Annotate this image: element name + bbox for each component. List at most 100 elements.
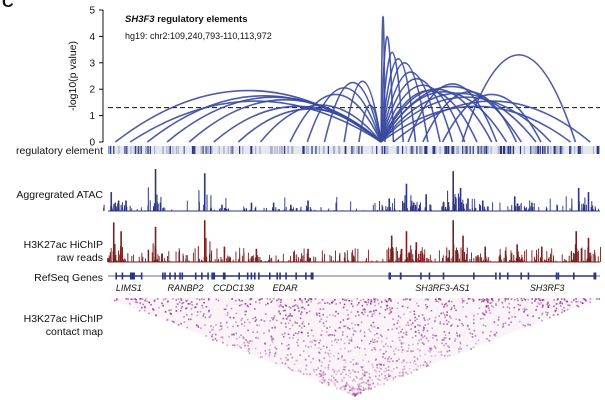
contact-map-cell — [366, 303, 369, 306]
contact-map-cell — [232, 333, 235, 335]
contact-map-cell — [485, 306, 488, 308]
contact-map-cell — [375, 358, 377, 360]
contact-map-cell — [367, 383, 369, 386]
contact-map-cell — [468, 328, 471, 331]
contact-map-cell — [440, 312, 442, 315]
atac-signal — [155, 210, 157, 211]
contact-map-cell — [294, 304, 297, 306]
contact-map-cell — [253, 308, 256, 310]
contact-map-cell — [186, 314, 188, 316]
contact-map-cell — [502, 323, 505, 325]
hichip-signal — [154, 245, 156, 262]
contact-map-cell — [505, 298, 507, 300]
contact-map-cell — [414, 325, 417, 328]
contact-map-cell — [301, 299, 303, 302]
contact-map-cell — [541, 313, 543, 316]
contact-map-cell — [320, 370, 322, 372]
contact-map-cell — [374, 338, 376, 341]
contact-map-cell — [368, 328, 370, 331]
regulatory-element-mark — [327, 146, 329, 154]
contact-map-cell — [283, 333, 286, 335]
contact-map-cell — [342, 298, 344, 301]
atac-signal — [569, 208, 571, 211]
contact-map-cell — [366, 314, 369, 317]
contact-map-cell — [284, 331, 286, 334]
contact-map-cell — [377, 337, 380, 339]
gene-exon — [224, 272, 226, 280]
atac-signal — [465, 203, 467, 211]
hichip-peak — [516, 244, 518, 262]
contact-map-cell — [365, 301, 368, 304]
contact-map-cell — [282, 336, 285, 338]
hichip-signal — [161, 253, 163, 262]
contact-map-cell — [409, 299, 411, 301]
contact-map-cell — [370, 324, 372, 327]
contact-map-cell — [353, 329, 355, 332]
contact-map-cell — [293, 305, 296, 307]
hichip-signal — [289, 260, 291, 262]
hichip-signal — [313, 256, 315, 262]
contact-map-cell — [357, 371, 360, 373]
contact-map-cell — [472, 299, 475, 301]
contact-map-cell — [487, 307, 490, 309]
contact-map-cell — [320, 334, 323, 336]
contact-map-cell — [307, 323, 310, 325]
hichip-signal — [581, 247, 583, 262]
contact-map-cell — [197, 325, 199, 327]
hichip-signal — [131, 255, 133, 262]
contact-map-cell — [561, 302, 564, 305]
contact-map-cell — [397, 319, 400, 322]
contact-map-cell — [365, 388, 367, 390]
contact-map-cell — [180, 298, 182, 300]
contact-map-cell — [236, 324, 239, 327]
contact-map-cell — [448, 315, 451, 318]
contact-map-cell — [546, 311, 549, 314]
contact-map-cell — [318, 352, 321, 354]
contact-map-cell — [314, 344, 316, 347]
atac-signal — [147, 187, 149, 211]
contact-map-cell — [284, 362, 287, 365]
atac-signal — [394, 198, 396, 211]
contact-map-cell — [430, 355, 433, 357]
contact-map-cell — [559, 301, 562, 303]
atac-signal — [413, 210, 415, 211]
hichip-signal — [371, 260, 373, 262]
contact-map-cell — [320, 365, 323, 367]
hichip-signal — [123, 261, 125, 262]
hichip-signal — [483, 259, 484, 262]
contact-map-cell — [128, 302, 131, 305]
contact-map-cell — [280, 342, 283, 345]
contact-map-cell — [217, 299, 220, 302]
gene-exon — [258, 272, 260, 280]
contact-map-cell — [297, 307, 300, 309]
contact-map-cell — [386, 379, 389, 381]
contact-map-cell — [419, 364, 422, 367]
contact-map-cell — [450, 306, 453, 309]
contact-map-cell — [141, 298, 144, 300]
regulatory-element-mark — [490, 146, 492, 154]
contact-map-cell — [396, 307, 399, 310]
contact-map-cell — [249, 298, 251, 301]
atac-signal — [171, 209, 173, 211]
hichip-signal — [415, 250, 417, 262]
contact-map-cell — [390, 311, 392, 314]
contact-map-cell — [268, 330, 271, 333]
contact-map-cell — [489, 335, 491, 337]
regulatory-element-mark — [130, 146, 132, 154]
contact-map-cell — [328, 378, 330, 381]
hichip-signal — [457, 252, 459, 262]
contact-map-cell — [319, 348, 322, 351]
hichip-signal — [168, 251, 170, 262]
hichip-signal — [185, 255, 187, 262]
regulatory-element-mark — [135, 146, 137, 154]
contact-map-cell — [186, 307, 188, 309]
contact-map-cell — [310, 345, 313, 348]
contact-map-cell — [374, 386, 376, 388]
contact-map-cell — [434, 316, 437, 319]
contact-map-cell — [166, 319, 168, 322]
contact-map-cell — [417, 329, 420, 332]
regulatory-element-mark — [598, 146, 600, 154]
contact-map-cell — [333, 355, 335, 357]
contact-map-cell — [483, 313, 486, 316]
contact-map-cell — [274, 362, 277, 365]
